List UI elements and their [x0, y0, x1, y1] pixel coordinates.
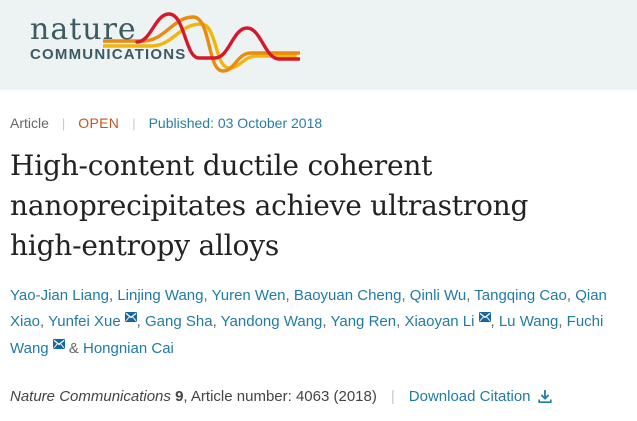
nature-communications-logo[interactable]: nature COMMUNICATIONS: [30, 12, 187, 64]
journal-name: Nature Communications: [10, 388, 171, 406]
author-separator: ,: [136, 313, 146, 331]
author-separator: ,: [558, 313, 567, 331]
citation-separator: |: [390, 388, 395, 406]
author-link[interactable]: Yuren Wen: [211, 287, 286, 305]
author-link[interactable]: Gang Sha: [145, 313, 213, 331]
author-separator: ,: [566, 287, 576, 305]
article-meta-line: Article | OPEN | Published: 03 October 2…: [10, 115, 619, 131]
download-icon: [537, 389, 552, 404]
author-link[interactable]: Yang Ren: [330, 313, 397, 331]
author-separator: ,: [40, 313, 49, 331]
author-link[interactable]: Fuchi Wang: [10, 313, 604, 357]
logo-communications-text: COMMUNICATIONS: [30, 46, 187, 63]
author-separator: ,: [466, 287, 475, 305]
email-icon[interactable]: [124, 312, 137, 323]
download-citation-link[interactable]: Download Citation: [409, 388, 552, 405]
citation-line: Nature Communications 9, Article number:…: [10, 388, 619, 405]
author-link[interactable]: Lu Wang: [498, 313, 559, 331]
email-icon[interactable]: [52, 338, 65, 349]
author-link[interactable]: Hongnian Cai: [82, 339, 174, 357]
article-type-label: Article: [10, 115, 49, 131]
author-list: Yao-Jian Liang, Linjing Wang, Yuren Wen,…: [10, 283, 617, 362]
author-link[interactable]: Baoyuan Cheng: [293, 287, 402, 305]
download-citation-label: Download Citation: [408, 388, 531, 406]
author-link[interactable]: Tangqing Cao: [474, 287, 567, 305]
author-link[interactable]: Linjing Wang: [117, 287, 204, 305]
author-link[interactable]: Yunfei Xue: [48, 313, 121, 331]
author-separator: ,: [396, 313, 405, 331]
author-link[interactable]: Qinli Wu: [409, 287, 467, 305]
author-separator: ,: [322, 313, 331, 331]
open-access-badge: OPEN: [78, 115, 120, 131]
published-date: Published: 03 October 2018: [148, 115, 323, 131]
journal-masthead: nature COMMUNICATIONS: [0, 0, 637, 90]
author-separator: ,: [212, 313, 221, 331]
author-separator: ,: [108, 287, 118, 305]
email-icon[interactable]: [478, 312, 491, 323]
author-link[interactable]: Qian Xiao: [10, 287, 607, 331]
author-link[interactable]: Yandong Wang: [220, 313, 323, 331]
meta-separator: |: [61, 115, 66, 131]
author-separator: ,: [203, 287, 212, 305]
article-number-text: , Article number: 4063 (2018): [183, 388, 377, 406]
journal-volume: 9: [175, 388, 184, 406]
author-link[interactable]: Xiaoyan Li: [404, 313, 475, 331]
logo-nature-text: nature: [30, 12, 137, 47]
author-separator: ,: [490, 313, 499, 331]
author-separator: ,: [401, 287, 410, 305]
author-separator: &: [64, 339, 83, 357]
author-separator: ,: [285, 287, 294, 305]
page-title: High-content ductile coherent nanoprecip…: [10, 149, 529, 263]
meta-separator: |: [132, 115, 136, 131]
citation-text: Nature Communications 9, Article number:…: [10, 388, 377, 405]
logo-waves-icon: [101, 12, 301, 79]
author-link[interactable]: Yao-Jian Liang: [10, 287, 109, 305]
article-header: Article | OPEN | Published: 03 October 2…: [0, 115, 637, 405]
